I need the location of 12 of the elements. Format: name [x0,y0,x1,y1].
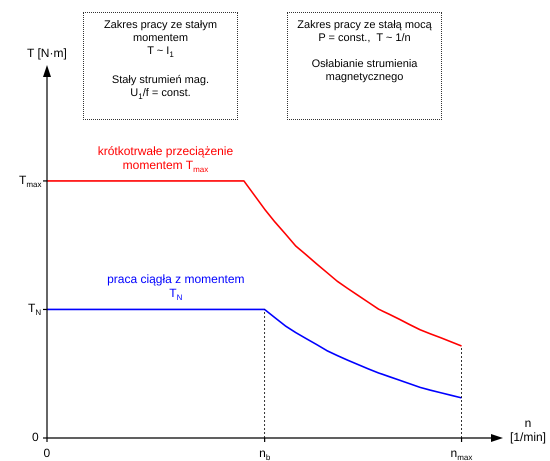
text: T [N·m] [27,46,67,60]
text: Zakres pracy ze stałym momentem T ~ I$_{1}$ Stały strumień mag. U$_{1}$/f = const. [104,19,218,101]
series-label: praca ciągła z momentem T$_{N}$ [106,272,246,304]
series-label: krótkotrwałe przeciążenie momentem T$_{max}$ [96,144,234,176]
annotation: T$_{N}$ [28,301,42,320]
text: Zakres pracy ze stałą mocą P = const., T ~ 1/n Osłabianie strumienia magnetycznego [297,19,432,83]
x-tick-label: n$_{b}$ [259,446,270,461]
x-axis-title: n [1/min] [508,416,547,444]
annotation: T$_{max}$ [19,172,42,191]
x-tick-label: n$_{max}$ [450,446,472,461]
text: 0 [32,430,39,444]
x-tick-label: 0 [44,446,50,460]
